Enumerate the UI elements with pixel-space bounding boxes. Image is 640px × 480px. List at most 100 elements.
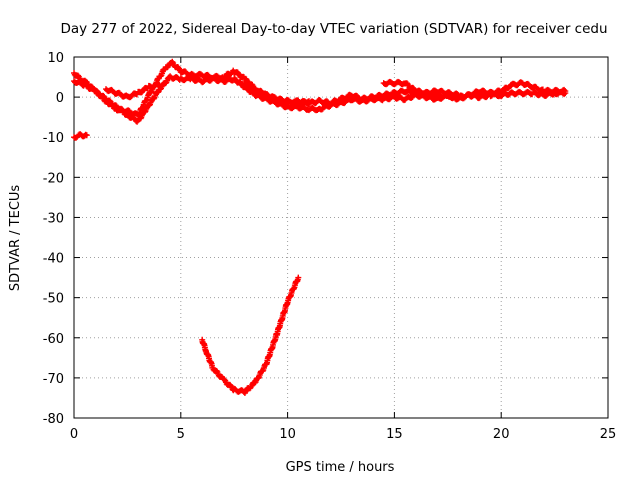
data-point xyxy=(371,97,375,101)
x-axis-label: GPS time / hours xyxy=(286,460,395,475)
data-point xyxy=(222,378,225,382)
x-tick-label: 15 xyxy=(386,427,403,442)
data-point xyxy=(170,61,174,65)
data-point xyxy=(115,91,119,95)
data-point xyxy=(329,103,332,107)
y-axis-label: SDTVAR / TECUs xyxy=(8,185,23,292)
data-point xyxy=(425,91,428,95)
data-point xyxy=(499,93,503,97)
data-point xyxy=(126,95,129,99)
series-track-d xyxy=(241,78,312,108)
data-point xyxy=(531,85,535,89)
data-point xyxy=(190,77,193,81)
data-point xyxy=(164,65,168,69)
data-point xyxy=(200,73,204,77)
data-point xyxy=(521,91,524,95)
grid xyxy=(74,57,608,418)
axes: 0 5 10 15 20 25 -80 -70 -60 -50 -40 -30 -20 -10 0 10 xyxy=(43,51,617,442)
series-track-g xyxy=(199,274,302,396)
data-point xyxy=(147,85,151,89)
data-point xyxy=(467,93,471,97)
data-point xyxy=(243,85,247,89)
chart-title: Day 277 of 2022, Sidereal Day-to-day VTE… xyxy=(60,21,607,37)
data-point xyxy=(243,79,247,83)
data-point xyxy=(72,71,76,75)
data-point xyxy=(72,79,76,83)
data-point xyxy=(158,75,161,79)
data-point xyxy=(446,91,450,95)
y-tick-label: -20 xyxy=(43,171,64,186)
data-point xyxy=(85,133,89,137)
data-point xyxy=(563,91,567,95)
data-point xyxy=(232,388,236,392)
data-point xyxy=(147,93,151,97)
y-tick-label: -10 xyxy=(43,131,64,146)
x-tick-label: 5 xyxy=(177,427,185,442)
data-point xyxy=(179,77,183,81)
series-track-c xyxy=(103,81,163,101)
data-point xyxy=(158,83,161,87)
data-point xyxy=(414,89,418,93)
data-point xyxy=(382,81,386,85)
data-point xyxy=(435,97,439,101)
data-point xyxy=(72,135,76,139)
data-point xyxy=(275,97,279,101)
y-tick-label: -50 xyxy=(43,292,64,307)
data-point xyxy=(478,95,482,99)
data-point xyxy=(83,83,86,87)
data-point xyxy=(510,83,514,87)
y-tick-label: -80 xyxy=(43,412,64,427)
data-point xyxy=(393,95,396,99)
data-point xyxy=(211,366,215,370)
data-point xyxy=(531,91,535,95)
y-tick-label: -70 xyxy=(43,372,64,387)
data-point xyxy=(542,93,546,97)
data-point xyxy=(350,97,353,101)
x-tick-label: 25 xyxy=(600,427,617,442)
y-tick-label: 10 xyxy=(47,51,64,66)
series-track-e xyxy=(380,78,462,99)
data-point xyxy=(425,95,428,99)
data-point xyxy=(254,89,257,93)
data-point xyxy=(115,105,119,109)
x-tick-label: 20 xyxy=(493,427,510,442)
data-point xyxy=(478,89,482,93)
data-point xyxy=(489,93,492,97)
data-point xyxy=(232,77,236,81)
data-point xyxy=(286,99,289,103)
data-point xyxy=(232,69,236,73)
data-point xyxy=(521,81,524,85)
data-point xyxy=(510,91,514,95)
data-point xyxy=(457,93,460,97)
data-point xyxy=(307,107,311,111)
data-point xyxy=(275,332,279,336)
data-point xyxy=(499,89,503,93)
data-point xyxy=(211,77,215,81)
y-tick-label: -40 xyxy=(43,252,64,267)
data-point xyxy=(104,87,108,91)
data-marks xyxy=(71,58,569,396)
data-point xyxy=(79,133,82,137)
data-point xyxy=(318,107,321,111)
data-point xyxy=(136,91,140,95)
data-point xyxy=(286,105,289,109)
data-point xyxy=(200,338,204,342)
data-point xyxy=(158,87,161,91)
data-point xyxy=(296,101,300,105)
y-tick-label: 0 xyxy=(56,91,64,106)
x-tick-label: 10 xyxy=(279,427,296,442)
x-tick-label: 0 xyxy=(70,427,78,442)
y-tick-label: -60 xyxy=(43,332,64,347)
data-point xyxy=(361,99,364,103)
data-point xyxy=(200,79,204,83)
data-point xyxy=(553,91,556,95)
data-point xyxy=(136,119,140,123)
y-tick-label: -30 xyxy=(43,211,64,226)
data-point xyxy=(254,380,257,384)
data-point xyxy=(318,99,321,103)
data-point xyxy=(205,350,208,354)
data-point xyxy=(403,89,407,93)
data-point xyxy=(403,81,407,85)
data-point xyxy=(126,113,129,117)
